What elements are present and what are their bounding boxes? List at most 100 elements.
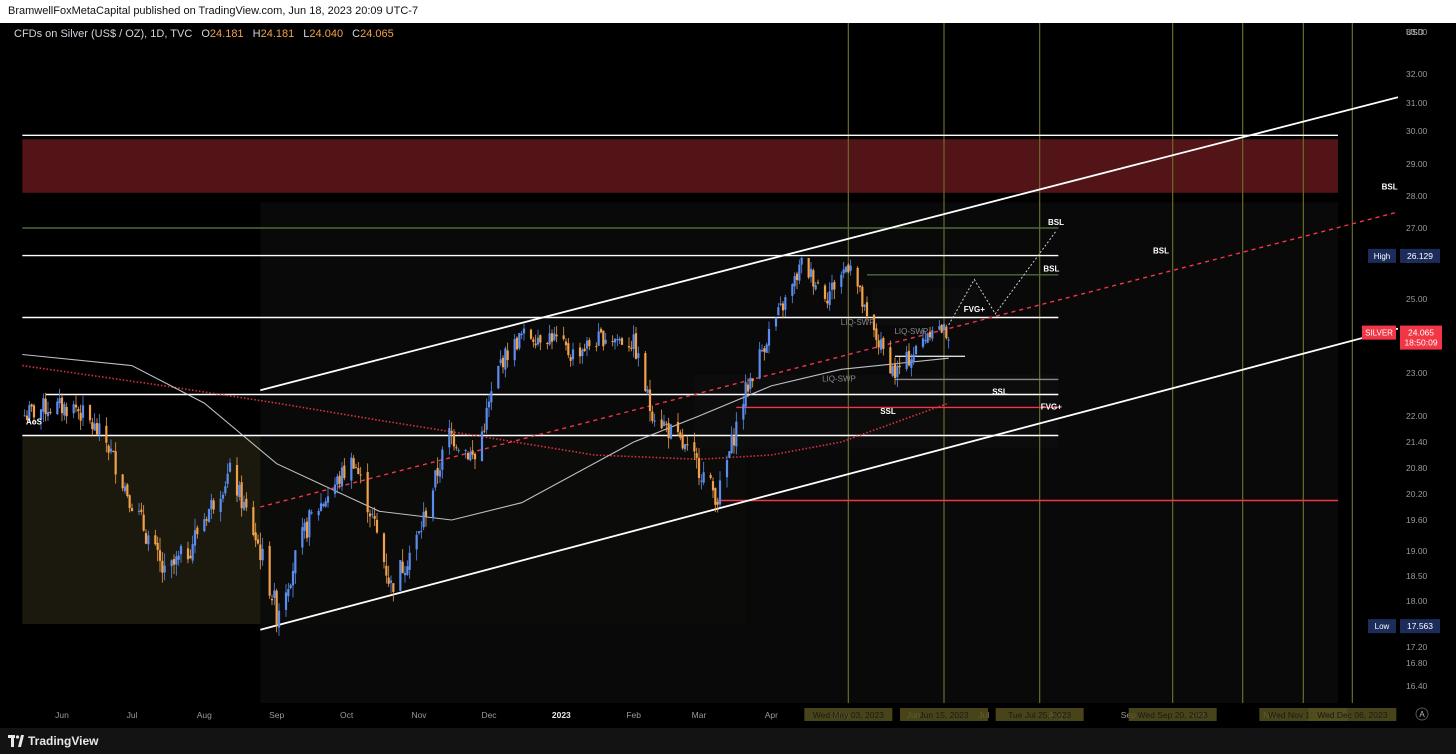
candle xyxy=(555,326,558,343)
candle xyxy=(63,401,66,421)
candle-body xyxy=(301,527,304,548)
candle xyxy=(56,397,59,415)
candle xyxy=(571,342,575,366)
candle xyxy=(501,355,505,374)
symbol-legend: CFDs on Silver (US$ / OZ), 1D, TVC O24.1… xyxy=(14,28,394,40)
candle xyxy=(436,457,439,484)
candle xyxy=(354,463,358,469)
candle-body xyxy=(758,349,761,379)
candle xyxy=(490,381,493,411)
candle xyxy=(294,550,297,584)
candle-body xyxy=(441,449,444,470)
candle xyxy=(856,266,859,295)
candle xyxy=(422,502,425,531)
candle-body xyxy=(326,496,330,503)
low-badge-tag-bg xyxy=(1368,619,1396,634)
candle-body xyxy=(536,337,540,345)
price-tick-label: 18.00 xyxy=(1406,596,1428,606)
candle xyxy=(497,365,500,390)
candle xyxy=(256,534,260,545)
candle xyxy=(506,342,509,368)
candle-body xyxy=(366,472,369,513)
candle xyxy=(301,517,304,555)
candle xyxy=(777,302,780,316)
candle xyxy=(758,341,761,380)
candle-body xyxy=(308,510,311,538)
candle xyxy=(163,553,166,581)
currency-label: USD xyxy=(1406,27,1424,37)
candle xyxy=(238,481,241,501)
annotation-bsl: BSL xyxy=(1048,218,1064,227)
candle xyxy=(289,583,292,590)
date-marker-label: Wed Dec 06, 2023 xyxy=(1317,710,1388,720)
candle-body xyxy=(436,468,439,476)
chart-canvas[interactable]: BSL BSL BSL BSL FVG+ LIQ-SWP LIQ-SWP LIQ-SWP SSL… xyxy=(0,23,1456,728)
price-tick-label: 20.20 xyxy=(1406,489,1428,499)
candle xyxy=(79,404,82,430)
candle-body xyxy=(487,401,491,408)
candle xyxy=(268,541,271,599)
candle-body xyxy=(109,448,113,452)
candle xyxy=(254,522,257,548)
candle xyxy=(385,553,388,584)
candle xyxy=(46,401,50,422)
candle-body xyxy=(697,458,701,479)
candle xyxy=(812,268,815,295)
candle xyxy=(109,439,113,455)
candle xyxy=(781,301,785,319)
candle xyxy=(597,322,600,347)
candle xyxy=(140,502,143,515)
candle-body xyxy=(844,266,848,272)
date-tick-label: Sep xyxy=(269,710,284,720)
candle xyxy=(865,296,869,321)
candle xyxy=(303,518,306,539)
candle xyxy=(42,393,45,423)
candle xyxy=(595,342,598,352)
candle xyxy=(310,509,313,515)
candle-body xyxy=(863,304,866,307)
candle-body xyxy=(291,570,295,586)
candle-body xyxy=(469,452,472,461)
candle-body xyxy=(252,507,255,535)
candle-body xyxy=(287,589,290,597)
date-axis-background xyxy=(0,703,1456,728)
candle xyxy=(252,500,255,537)
candle xyxy=(58,388,61,409)
candle-body xyxy=(781,303,785,311)
candle xyxy=(49,408,52,415)
candle xyxy=(539,334,542,351)
tradingview-brand: TradingView xyxy=(28,734,99,748)
candle-body xyxy=(669,424,673,439)
candle-body xyxy=(338,475,341,484)
candle-body xyxy=(226,473,229,484)
candle xyxy=(627,337,631,352)
candle xyxy=(114,442,117,484)
candle xyxy=(471,440,474,460)
candle-body xyxy=(667,423,670,439)
candle-body xyxy=(942,324,946,331)
candle-body xyxy=(518,333,521,349)
candle-body xyxy=(686,444,689,446)
candle-body xyxy=(567,343,570,356)
candle xyxy=(548,324,551,346)
candle xyxy=(193,518,197,554)
candle-body xyxy=(928,331,932,338)
low-badge-value-bg xyxy=(1400,619,1440,634)
candle-body xyxy=(830,282,834,291)
candle xyxy=(245,492,248,512)
candle-body xyxy=(65,407,68,417)
candle-body xyxy=(424,510,428,518)
chart-frame[interactable]: BSL BSL BSL BSL FVG+ LIQ-SWP LIQ-SWP LIQ-SWP SSL… xyxy=(0,23,1456,728)
date-marker-bg xyxy=(1128,708,1217,721)
candle xyxy=(686,435,689,451)
candle xyxy=(676,413,680,437)
candle xyxy=(44,392,47,422)
candle-body xyxy=(196,527,199,535)
candle xyxy=(662,414,666,427)
candle-body xyxy=(105,425,108,443)
candle-body xyxy=(683,444,687,450)
candle xyxy=(212,498,215,514)
candle-body xyxy=(452,433,456,447)
candle xyxy=(681,428,684,450)
candle xyxy=(632,325,635,358)
